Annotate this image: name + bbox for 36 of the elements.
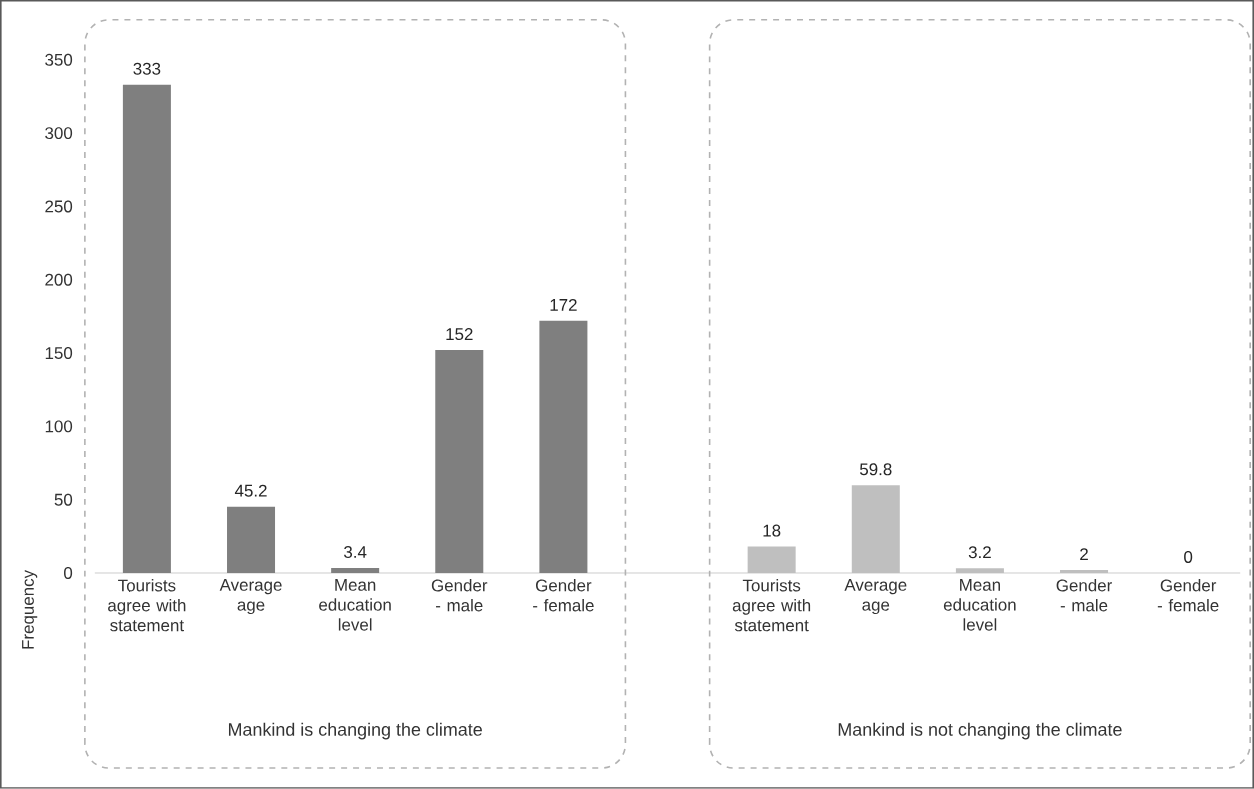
x-tick-label: Average age: [844, 579, 907, 615]
x-tick-label: Mean education level: [319, 579, 391, 631]
x-tick-label: Tourists agree with statement: [732, 579, 811, 632]
bar: [539, 320, 588, 574]
x-tick-label: Gender - male: [431, 579, 488, 612]
y-tick-label: 350: [45, 53, 73, 66]
x-tick-label: Gender - male: [1056, 579, 1112, 612]
data-label: 172: [550, 299, 577, 311]
data-label: 18: [763, 524, 781, 537]
bar: [435, 350, 484, 574]
x-tick-label: Average age: [219, 579, 282, 615]
y-tick-label: 300: [45, 127, 73, 140]
y-tick-label: 250: [45, 200, 73, 213]
text: Mankind is changing the climate: [228, 722, 482, 740]
data-label: 2: [1080, 548, 1088, 561]
bar: [227, 506, 276, 574]
text: Mankind is not changing the climate: [838, 722, 1122, 740]
bar: [331, 568, 380, 574]
x-tick-label: Gender - female: [533, 579, 594, 612]
x-tick-label: Gender - female: [1157, 579, 1219, 612]
data-label: 45.2: [234, 484, 267, 497]
y-tick-label: 150: [45, 347, 73, 360]
y-tick-label: 50: [54, 493, 73, 506]
bar: [122, 84, 171, 574]
data-label: 59.8: [859, 463, 892, 476]
x-tick-label: Tourists agree with statement: [108, 579, 186, 632]
data-label: 3.2: [968, 546, 991, 559]
data-label: 152: [446, 328, 473, 341]
y-tick-label: 0: [64, 567, 73, 580]
y-tick-label: 100: [45, 420, 73, 433]
y-tick-label: 200: [45, 273, 73, 286]
data-label: 3.4: [344, 546, 367, 559]
y-axis-title: Frequency: [22, 570, 38, 649]
x-tick-label: Mean education level: [943, 579, 1016, 631]
data-label: 333: [133, 62, 161, 75]
data-label: 0: [1184, 551, 1193, 563]
